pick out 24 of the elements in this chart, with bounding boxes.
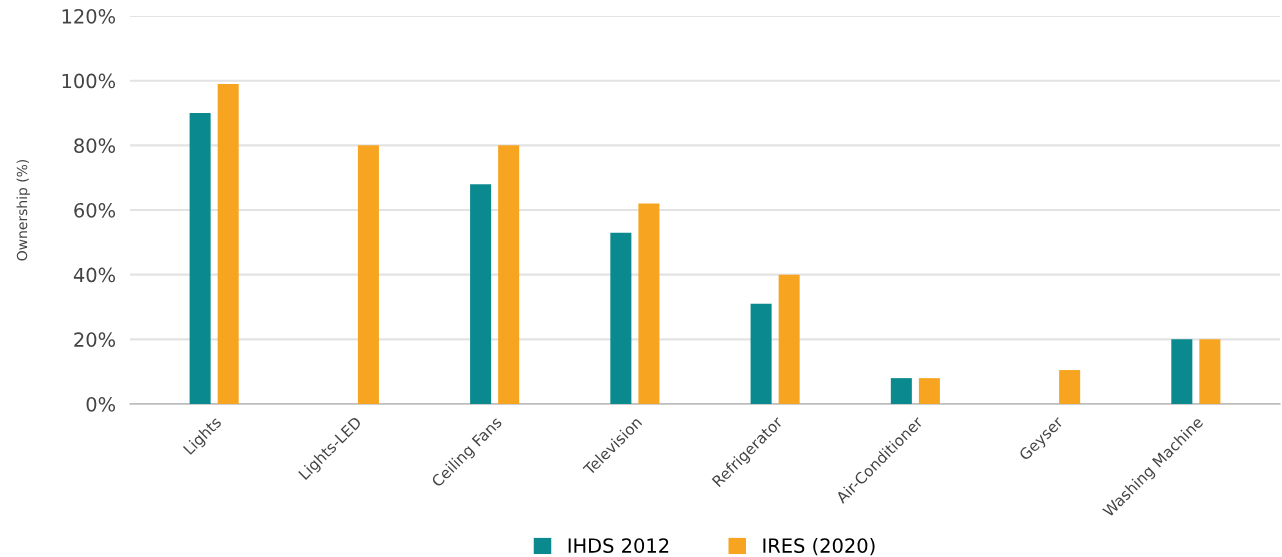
legend-label: IHDS 2012 [568,538,669,553]
legend-label: IRES (2020) [763,537,875,556]
bar [890,378,912,404]
bar [610,232,632,404]
y-axis-title: Ownership (%) [16,159,30,261]
bar [638,203,660,404]
bar [189,113,211,404]
y-tick-label: 80% [74,138,116,153]
bar [1171,339,1193,404]
bar [750,303,772,404]
bar [217,83,239,404]
bar [1199,339,1221,404]
y-tick-label: 40% [73,267,116,283]
bar [778,274,800,404]
y-tick-label: 20% [74,332,116,347]
y-tick-label: 0% [86,396,116,412]
bar [357,145,379,404]
y-tick-label: 120% [62,8,116,24]
y-tick-label: 100% [62,73,116,89]
bar [470,184,492,404]
bar [918,378,940,404]
bar [498,145,520,404]
bar [1059,370,1081,404]
y-tick-label: 60% [74,202,116,218]
